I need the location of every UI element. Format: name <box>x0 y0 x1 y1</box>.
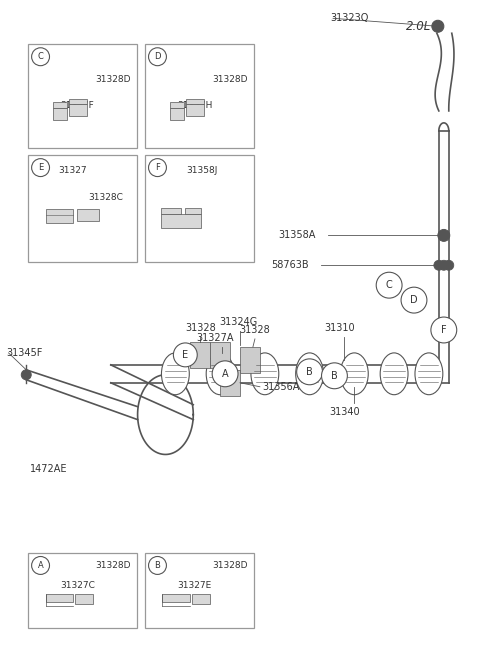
Circle shape <box>322 363 348 388</box>
Text: 31345F: 31345F <box>6 348 43 358</box>
Circle shape <box>32 159 49 177</box>
Bar <box>144 553 254 627</box>
Text: A: A <box>38 561 43 570</box>
Circle shape <box>21 370 31 380</box>
Circle shape <box>32 48 49 66</box>
Text: A: A <box>222 369 228 379</box>
Text: C: C <box>386 280 393 290</box>
Circle shape <box>438 229 450 241</box>
Text: 31328C: 31328C <box>88 193 123 202</box>
Text: 58763B: 58763B <box>271 260 309 271</box>
Bar <box>161 208 181 214</box>
Text: 31323Q: 31323Q <box>331 13 369 24</box>
Bar <box>28 155 137 262</box>
Text: E: E <box>38 163 43 172</box>
Circle shape <box>431 317 457 343</box>
Ellipse shape <box>415 353 443 395</box>
Text: 31327A: 31327A <box>196 333 234 343</box>
Text: B: B <box>155 561 160 570</box>
Text: 31358A: 31358A <box>278 231 315 240</box>
Bar <box>144 155 254 262</box>
Bar <box>161 214 201 228</box>
Bar <box>220 370 240 396</box>
Circle shape <box>148 48 167 66</box>
Bar <box>185 208 201 214</box>
Text: 2.0L: 2.0L <box>407 20 432 33</box>
Bar <box>53 107 67 120</box>
Bar <box>186 103 204 116</box>
Bar <box>46 209 73 223</box>
Bar <box>46 594 73 602</box>
Text: 31328D: 31328D <box>213 75 248 84</box>
Bar <box>28 553 137 627</box>
Bar <box>240 347 260 373</box>
Bar <box>162 594 190 602</box>
Circle shape <box>173 343 197 367</box>
Text: 31327: 31327 <box>59 166 87 176</box>
Text: 31328: 31328 <box>185 323 216 333</box>
Circle shape <box>439 260 449 271</box>
Bar <box>77 209 99 221</box>
Ellipse shape <box>161 353 189 395</box>
Text: 31328D: 31328D <box>213 561 248 570</box>
Bar <box>70 99 87 103</box>
Bar <box>190 342 210 368</box>
Bar <box>144 44 254 148</box>
Text: 31328D: 31328D <box>96 75 131 84</box>
Text: 31328D: 31328D <box>96 561 131 570</box>
Circle shape <box>297 359 323 384</box>
Bar <box>70 103 87 116</box>
Text: 31327C: 31327C <box>60 580 96 590</box>
Circle shape <box>434 260 444 271</box>
Circle shape <box>444 260 454 271</box>
Ellipse shape <box>380 353 408 395</box>
Bar <box>53 102 67 107</box>
Bar <box>28 44 137 148</box>
Text: 31358J: 31358J <box>186 166 217 176</box>
Text: D: D <box>154 52 161 61</box>
Bar <box>186 99 204 103</box>
Text: 31328: 31328 <box>240 325 270 335</box>
Circle shape <box>212 361 238 386</box>
Text: 31324G: 31324G <box>219 317 257 327</box>
Text: 1472AE: 1472AE <box>30 464 68 474</box>
Bar <box>170 107 184 120</box>
Text: D: D <box>410 295 418 305</box>
Bar <box>210 342 230 368</box>
Circle shape <box>432 20 444 32</box>
Ellipse shape <box>206 353 234 395</box>
Circle shape <box>148 159 167 177</box>
Text: C: C <box>37 52 44 61</box>
Circle shape <box>32 557 49 574</box>
Text: F: F <box>441 325 446 335</box>
Text: 31310: 31310 <box>324 323 355 333</box>
Text: B: B <box>306 367 313 377</box>
Ellipse shape <box>296 353 324 395</box>
Bar <box>75 594 93 604</box>
Text: E: E <box>182 350 188 360</box>
Text: F: F <box>155 163 160 172</box>
Circle shape <box>401 287 427 313</box>
Circle shape <box>148 557 167 574</box>
Text: 31340: 31340 <box>329 407 360 417</box>
Text: 31327H: 31327H <box>178 102 213 110</box>
Text: B: B <box>331 371 338 381</box>
Text: 31327F: 31327F <box>60 102 94 110</box>
Circle shape <box>376 272 402 298</box>
Bar <box>192 594 210 604</box>
Ellipse shape <box>340 353 368 395</box>
Text: 31327E: 31327E <box>178 580 212 590</box>
Bar <box>170 102 184 107</box>
Ellipse shape <box>251 353 279 395</box>
Text: 31356A: 31356A <box>262 382 299 392</box>
